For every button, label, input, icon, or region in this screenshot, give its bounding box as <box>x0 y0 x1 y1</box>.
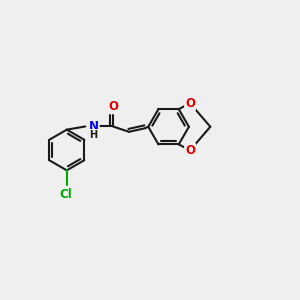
Text: H: H <box>90 130 98 140</box>
Text: N: N <box>88 120 99 133</box>
Text: O: O <box>108 100 118 113</box>
Text: Cl: Cl <box>59 188 72 201</box>
Text: O: O <box>185 97 195 110</box>
Text: O: O <box>185 144 195 157</box>
